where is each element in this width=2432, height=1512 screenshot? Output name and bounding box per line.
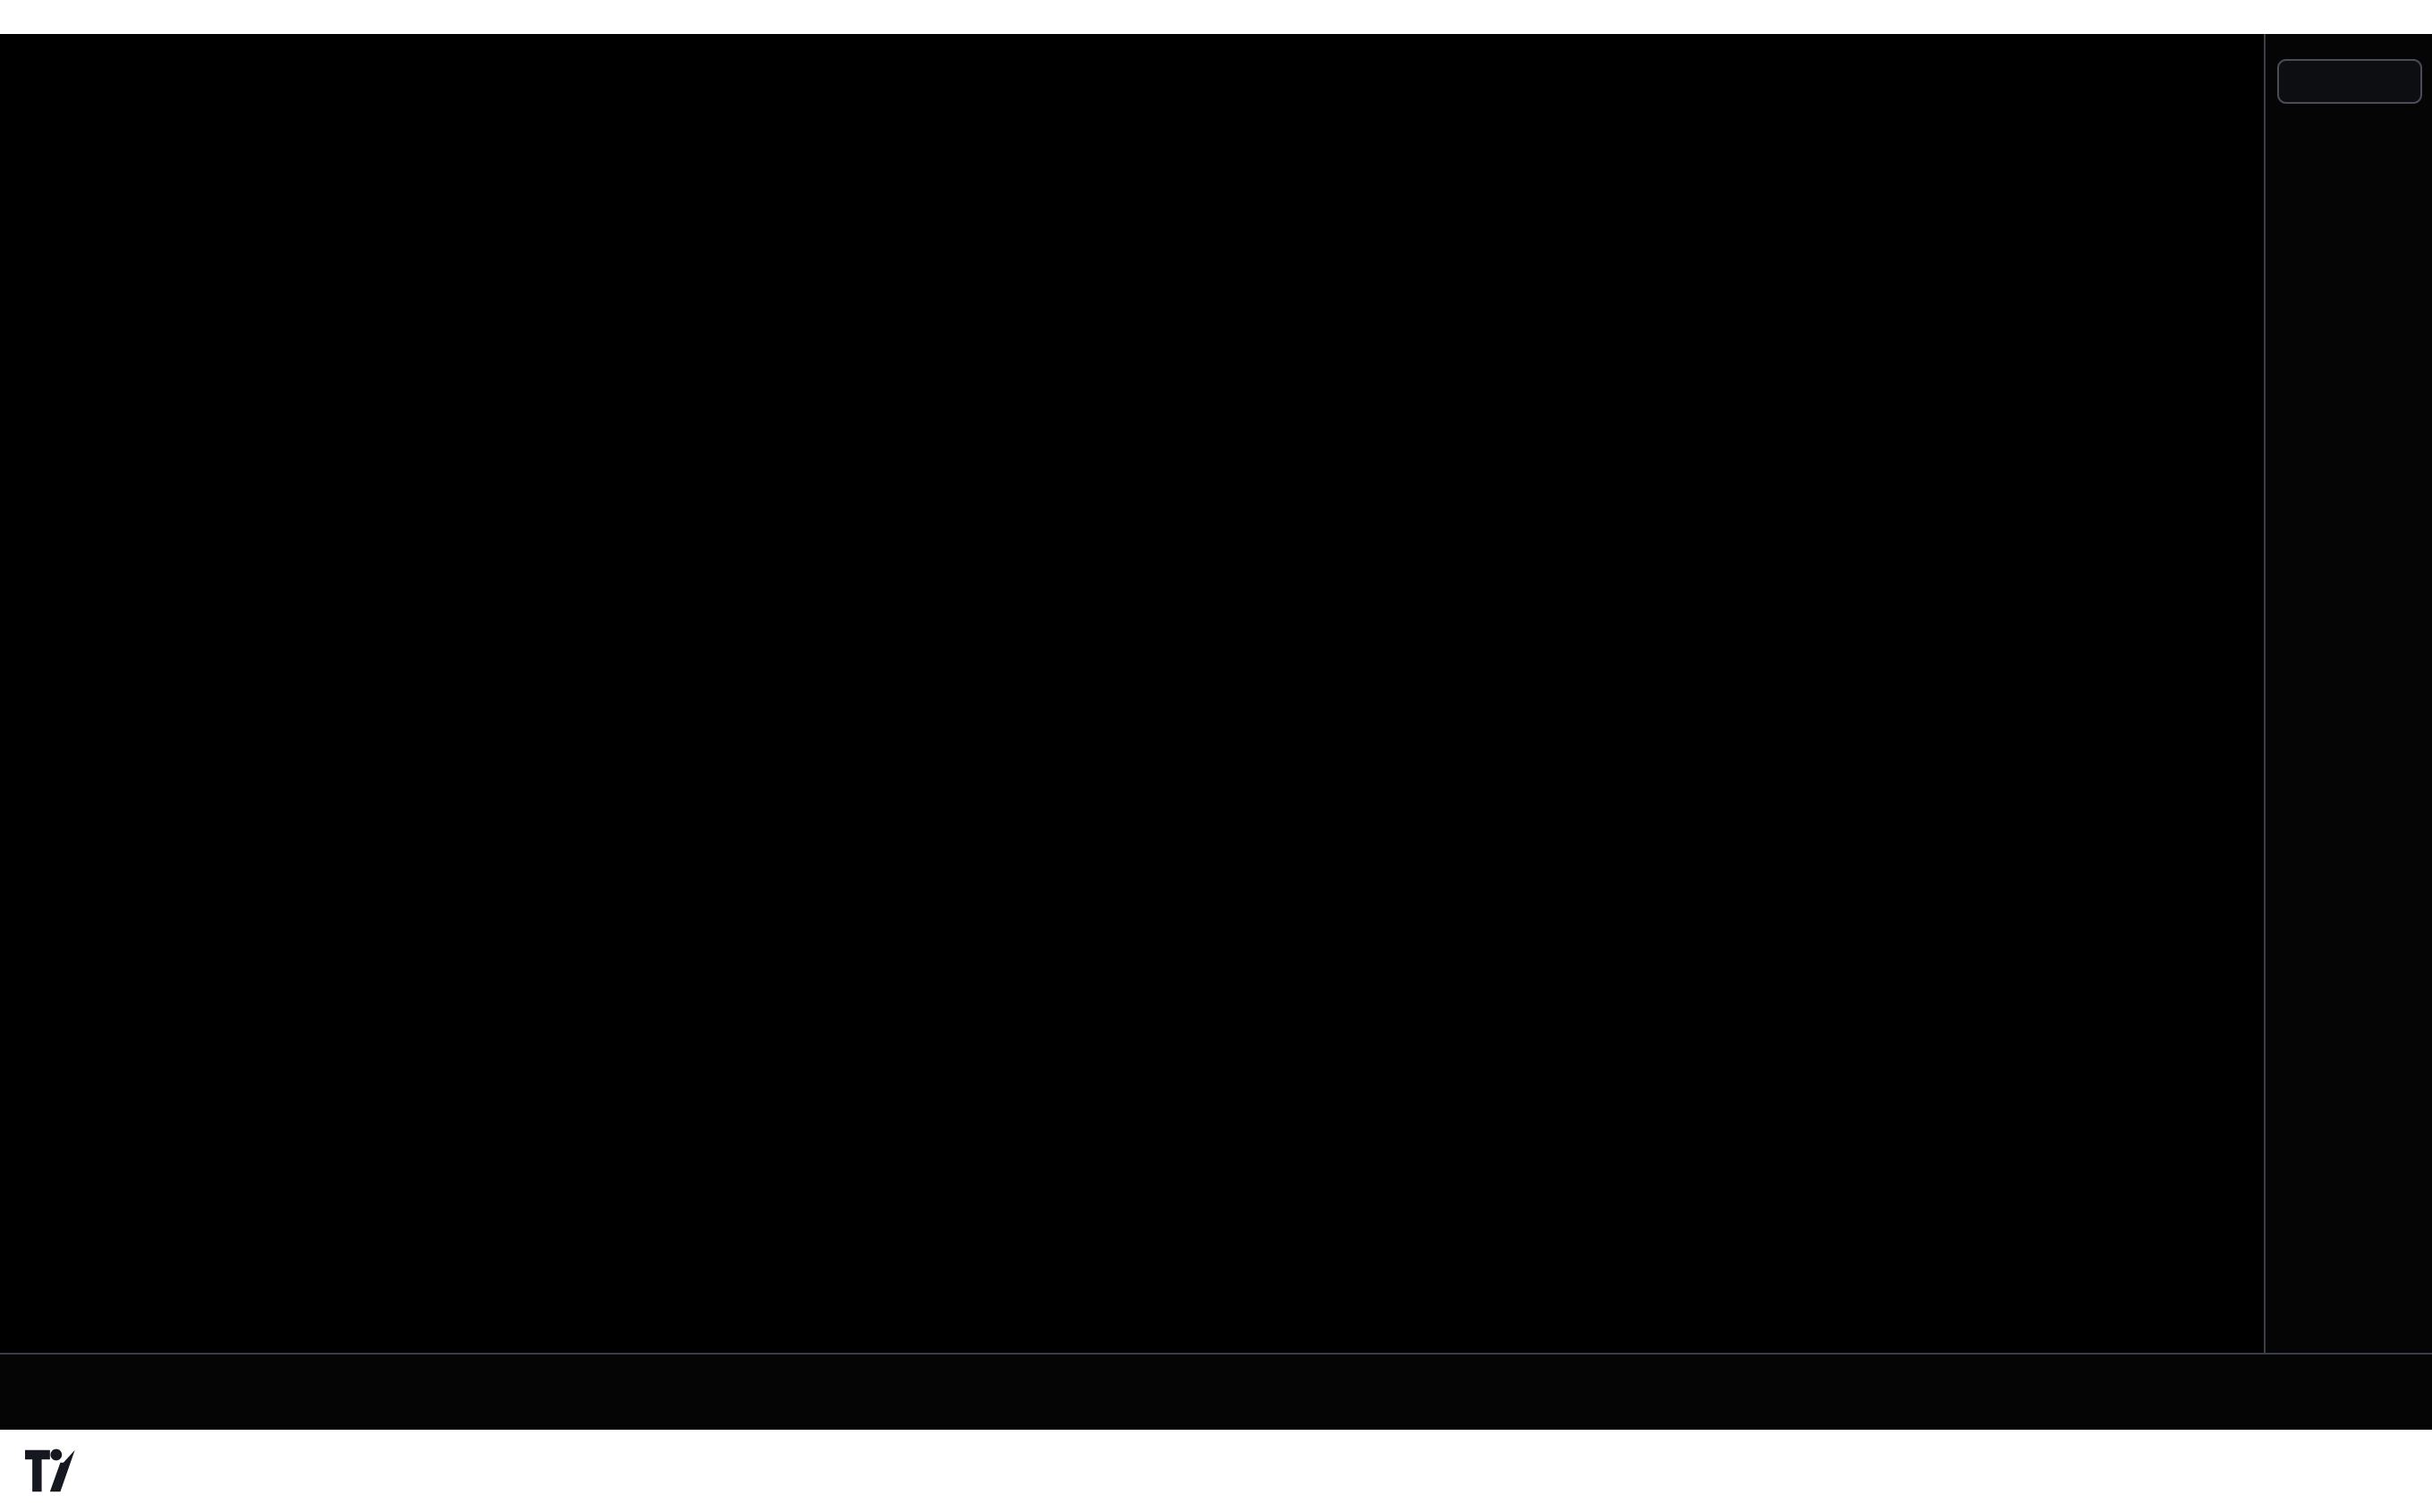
price-axis[interactable] bbox=[2264, 34, 2432, 1353]
currency-toggle-button[interactable] bbox=[2277, 59, 2422, 104]
tradingview-logo-icon bbox=[25, 1448, 75, 1492]
time-axis[interactable] bbox=[0, 1353, 2432, 1431]
footer-bar bbox=[0, 1430, 2432, 1512]
header-bar bbox=[0, 0, 2432, 34]
